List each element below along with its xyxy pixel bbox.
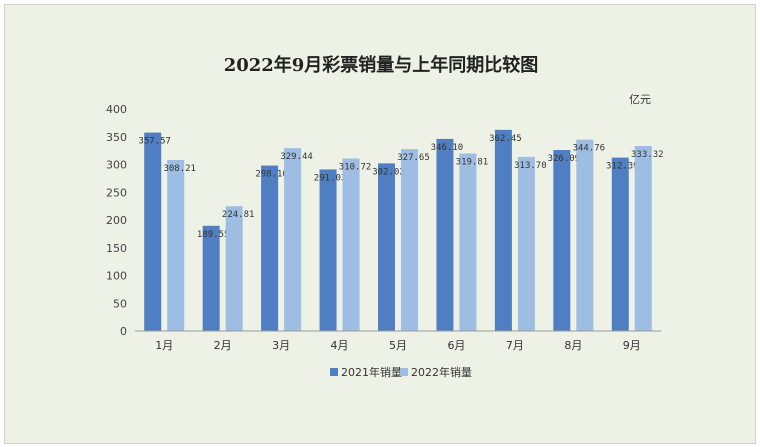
data-label: 312.39 xyxy=(606,162,639,172)
bar-2021 xyxy=(494,129,512,331)
y-tick-label: 400 xyxy=(106,103,127,116)
bar-2022 xyxy=(225,206,243,331)
data-label: 346.10 xyxy=(431,143,464,153)
bar-2022 xyxy=(634,146,652,331)
x-tick-label: 2月 xyxy=(214,339,232,352)
x-tick-label: 4月 xyxy=(331,339,349,352)
y-tick-label: 50 xyxy=(113,297,127,310)
x-tick-label: 8月 xyxy=(564,339,582,352)
x-tick-label: 1月 xyxy=(155,339,173,352)
data-label: 224.81 xyxy=(222,210,255,220)
legend-label: 2021年销量 xyxy=(341,365,402,379)
data-label: 308.21 xyxy=(163,164,196,174)
y-tick-label: 200 xyxy=(106,214,127,227)
data-label: 319.81 xyxy=(456,158,489,168)
legend-swatch-2022 xyxy=(400,368,408,376)
bar-chart: 2022年9月彩票销量与上年同期比较图 亿元 0 50 100 150 200 250 30… xyxy=(106,54,664,379)
bar-2021 xyxy=(611,157,629,331)
x-tick-label: 3月 xyxy=(272,339,290,352)
bars-group: 357.57 308.21 189.55 224.81 298.10 329.44 291.… xyxy=(138,129,664,331)
bar-2021 xyxy=(319,169,337,331)
bar-2021 xyxy=(553,150,571,331)
y-tick-label: 0 xyxy=(120,325,127,338)
x-tick-label: 5月 xyxy=(389,339,407,352)
data-label: 329.44 xyxy=(280,152,313,162)
bar-2021 xyxy=(436,138,454,331)
bar-2022 xyxy=(284,148,302,331)
data-label: 326.09 xyxy=(548,154,581,164)
data-label: 310.72 xyxy=(339,163,372,173)
y-axis: 0 50 100 150 200 250 300 350 400 xyxy=(106,103,127,338)
chart-frame: 2022年9月彩票销量与上年同期比较图 亿元 0 50 100 150 200 250 30… xyxy=(4,4,756,444)
chart-title: 2022年9月彩票销量与上年同期比较图 xyxy=(224,54,539,76)
bar-2022 xyxy=(342,158,360,331)
x-tick-label: 9月 xyxy=(623,339,641,352)
legend-swatch-2021 xyxy=(330,368,338,376)
data-label: 362.45 xyxy=(489,134,522,144)
y-tick-label: 250 xyxy=(106,186,127,199)
bar-2022 xyxy=(401,149,418,331)
data-label: 327.65 xyxy=(397,153,430,163)
data-label: 291.03 xyxy=(314,173,347,183)
bar-2022 xyxy=(576,139,594,331)
data-label: 189.55 xyxy=(197,230,230,240)
x-tick-label: 6月 xyxy=(447,339,465,352)
x-axis: 1月 2月 3月 4月 5月 6月 7月 8月 9月 xyxy=(135,330,661,352)
data-label: 333.32 xyxy=(631,150,664,160)
bar-2021 xyxy=(378,163,395,331)
data-label: 357.57 xyxy=(138,137,171,147)
y-tick-label: 100 xyxy=(106,270,127,283)
legend: 2021年销量 2022年销量 xyxy=(330,365,472,379)
unit-label: 亿元 xyxy=(629,93,651,106)
bar-2021 xyxy=(261,165,279,331)
x-tick-label: 7月 xyxy=(506,339,524,352)
y-tick-label: 150 xyxy=(106,242,127,255)
data-label: 302.02 xyxy=(372,167,405,177)
bar-2022 xyxy=(459,153,477,331)
data-label: 298.10 xyxy=(255,170,288,180)
data-label: 313.70 xyxy=(514,161,547,171)
data-label: 344.76 xyxy=(573,144,606,154)
y-tick-label: 350 xyxy=(106,131,127,144)
y-tick-label: 300 xyxy=(106,159,127,172)
bar-2022 xyxy=(517,156,535,331)
bar-2021 xyxy=(202,225,220,331)
legend-label: 2022年销量 xyxy=(411,365,472,379)
bar-2021 xyxy=(144,132,162,331)
bar-2022 xyxy=(167,159,185,331)
